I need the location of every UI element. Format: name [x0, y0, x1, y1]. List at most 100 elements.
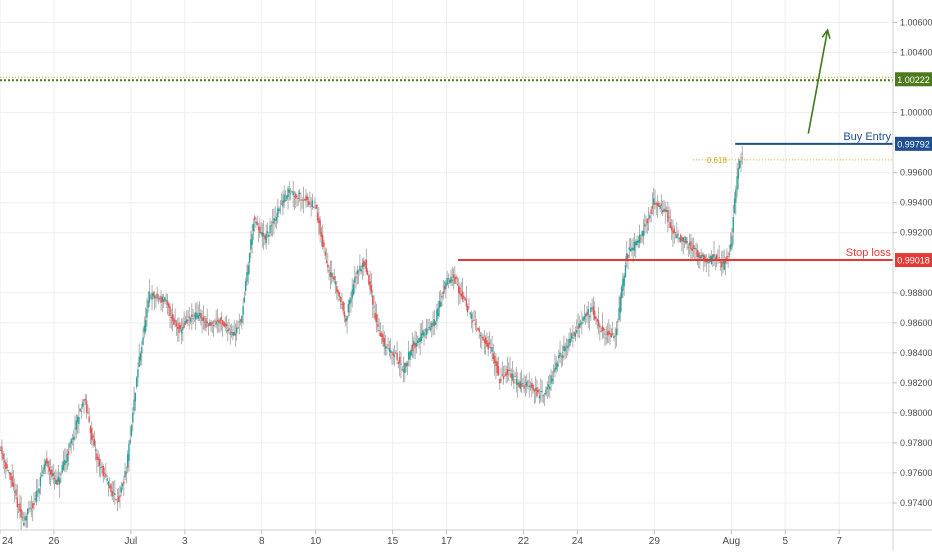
candle-body-down — [253, 216, 256, 220]
candle-body-down — [586, 312, 588, 317]
candle-body-down — [338, 292, 341, 297]
candle-body-up — [165, 299, 167, 301]
candle-body-up — [585, 313, 587, 317]
candle-body-up — [659, 205, 661, 209]
candle-body-down — [116, 501, 119, 503]
candle-body-down — [159, 298, 161, 300]
candle-body-down — [315, 205, 317, 209]
candle-body-up — [433, 319, 436, 327]
candle-body-down — [627, 254, 629, 258]
candle-body-down — [111, 490, 113, 497]
candle-body-up — [425, 328, 428, 336]
candle-body-up — [79, 408, 81, 412]
candle-body-down — [2, 453, 4, 460]
levels-layer: 0.618 Buy Entry Stop loss — [0, 28, 893, 262]
candle-body-up — [404, 363, 406, 374]
candle-body-up — [522, 382, 524, 384]
candle-body-down — [33, 503, 35, 505]
candle-body-down — [704, 255, 706, 263]
candle-body-up — [568, 338, 570, 347]
candle-body-down — [152, 292, 155, 297]
candle-body-up — [245, 281, 247, 292]
candle-body-up — [674, 232, 677, 234]
candle-body-down — [664, 209, 666, 212]
candle-body-down — [305, 195, 307, 201]
candle-body-up — [400, 363, 402, 365]
candle-body-down — [218, 320, 220, 323]
candle-body-up — [529, 385, 532, 387]
y-tick-label: 0.98800 — [900, 288, 932, 298]
candle-body-down — [357, 271, 360, 273]
candle-body-down — [302, 199, 305, 201]
candle-body-down — [211, 322, 214, 324]
candle-body-down — [329, 272, 332, 277]
y-tick-label: 0.98200 — [900, 378, 932, 388]
candle-body-down — [495, 360, 497, 367]
candle-body-up — [57, 476, 60, 482]
candle-body-down — [119, 495, 121, 498]
candle-body-up — [508, 369, 510, 372]
candle-body-down — [687, 246, 690, 248]
candle-body-down — [92, 434, 94, 439]
candle-body-up — [695, 248, 697, 250]
candle-body-down — [492, 353, 495, 359]
candle-body-up — [354, 277, 356, 283]
candle-body-down — [49, 469, 52, 475]
candle-body-up — [614, 335, 616, 337]
fib-level-label: 0.618 — [707, 156, 728, 165]
candle-body-down — [726, 256, 728, 260]
candle-body-up — [446, 277, 448, 285]
candle-body-up — [182, 326, 184, 330]
candle-body-down — [88, 416, 90, 423]
candle-body-down — [600, 330, 602, 332]
candle-body-up — [517, 382, 519, 385]
candle-body-down — [377, 323, 379, 327]
candle-body-down — [601, 325, 604, 332]
candle-body-up — [279, 209, 282, 211]
candle-body-down — [97, 456, 99, 461]
candle-body-up — [75, 420, 78, 430]
candle-body-down — [679, 234, 682, 242]
candle-body-down — [381, 333, 383, 338]
candle-body-up — [164, 297, 166, 302]
candle-body-up — [450, 276, 452, 284]
candle-body-down — [374, 313, 376, 320]
candle-body-up — [114, 492, 116, 496]
candle-body-down — [220, 316, 223, 321]
candle-body-down — [310, 205, 312, 207]
candle-body-up — [360, 269, 362, 272]
candle-body-down — [724, 259, 727, 264]
candle-body-down — [332, 277, 334, 279]
candle-body-up — [232, 332, 234, 336]
candle-body-down — [370, 285, 373, 293]
candle-body-up — [469, 312, 471, 315]
candle-body-up — [678, 237, 681, 240]
candle-body-down — [505, 372, 507, 376]
candle-body-up — [268, 234, 270, 237]
candle-body-down — [379, 332, 382, 337]
candle-body-down — [482, 336, 484, 341]
candle-body-down — [363, 260, 365, 267]
candle-body-down — [715, 254, 718, 260]
candle-body-down — [472, 320, 474, 323]
candle-body-up — [74, 428, 76, 430]
candle-body-down — [325, 260, 328, 264]
candle-body-up — [622, 278, 624, 291]
grid-layer — [0, 0, 893, 530]
candle-body-up — [24, 516, 26, 521]
candle-body-down — [259, 226, 261, 234]
candle-body-down — [741, 157, 743, 159]
candle-body-down — [669, 222, 672, 228]
candle-body-down — [339, 296, 342, 303]
candle-body-down — [378, 330, 380, 331]
candle-body-up — [694, 247, 696, 249]
candle-body-down — [457, 285, 460, 294]
candle-body-up — [242, 306, 244, 315]
candle-body-up — [570, 333, 573, 339]
candle-body-down — [160, 296, 162, 303]
candle-body-up — [617, 321, 619, 323]
candle-body-down — [221, 320, 224, 326]
candle-body-up — [107, 481, 110, 486]
candle-body-up — [252, 223, 255, 231]
candle-body-down — [306, 196, 308, 201]
